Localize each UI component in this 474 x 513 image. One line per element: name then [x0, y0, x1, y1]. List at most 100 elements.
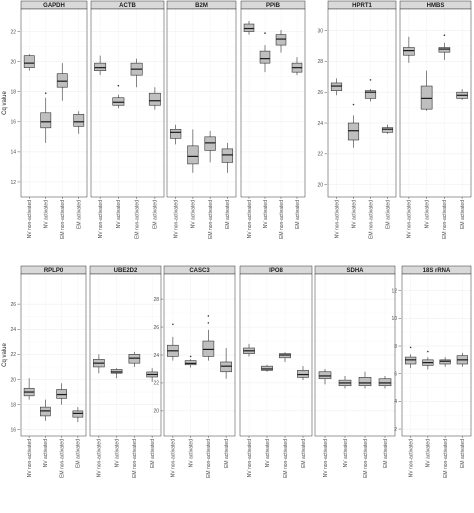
box-nv-non-activated — [318, 368, 332, 385]
box-iqr — [184, 360, 197, 366]
x-tick-label: NV non-activated — [173, 200, 179, 239]
outlier-point — [443, 34, 446, 36]
x-tick-label: NV non-activated — [247, 439, 253, 478]
box-nv-activated — [112, 84, 125, 109]
box-nv-non-activated — [243, 343, 255, 357]
panel-background — [241, 9, 305, 197]
box-nv-non-activated — [243, 21, 255, 35]
box-iqr — [187, 145, 199, 165]
x-tick-label: EM activated — [385, 200, 391, 229]
box-iqr — [261, 365, 273, 371]
panel-rplp0: RPLP0 NV non-activated NV activated EM non-… — [20, 265, 87, 478]
y-tick-label: 8 — [394, 344, 397, 350]
x-tick-label: EM activated — [150, 439, 156, 468]
x-tick-label: NV activated — [116, 200, 122, 229]
y-tick-label: 26 — [10, 302, 16, 308]
facet-title: ACTB — [119, 3, 136, 9]
x-tick-label: NV activated — [43, 439, 49, 468]
y-tick-label: 22 — [153, 381, 159, 387]
box-iqr — [56, 389, 67, 399]
box-iqr — [128, 354, 141, 364]
x-tick-label: EM activated — [301, 439, 307, 468]
box-iqr — [94, 62, 107, 71]
box-iqr — [403, 47, 415, 56]
y-tick-label: 24 — [317, 121, 323, 127]
box-nv-non-activated — [94, 55, 107, 76]
box-iqr — [318, 371, 332, 380]
box-em-activated — [378, 375, 392, 389]
y-tick-label: 28 — [317, 59, 323, 65]
box-em-activated — [146, 368, 158, 382]
box-iqr — [420, 85, 433, 110]
box-em-non-activated — [128, 351, 141, 367]
panel-border — [20, 273, 87, 437]
box-em-activated — [456, 352, 469, 367]
box-em-activated — [291, 57, 303, 76]
panel-ipo8: IPO8 NV non-activated NV activated EM non-a… — [239, 265, 313, 478]
facet-title: 18S rRNA — [423, 268, 451, 274]
box-nv-non-activated — [23, 54, 35, 71]
x-tick-label: EM activated — [153, 200, 159, 229]
x-tick-label: NV non-activated — [27, 200, 33, 239]
x-tick-label: NV activated — [188, 439, 194, 468]
x-tick-label: NV activated — [191, 200, 197, 229]
panel-casc3: CASC3 NV non-activated NV activated EM non-… — [163, 265, 236, 478]
y-tick-label: 2 — [394, 427, 397, 433]
facet-title: HPRT1 — [352, 3, 372, 9]
x-tick-label: NV non-activated — [171, 439, 177, 478]
box-em-activated — [456, 89, 468, 100]
panel-background — [90, 274, 161, 436]
x-tick-label: EM non-activated — [59, 439, 65, 478]
facet-title: UBE2D2 — [114, 268, 138, 274]
y-tick-label: 12 — [391, 288, 397, 294]
panel-sdha: SDHA NV non-activated NV activated EM non-a… — [314, 265, 396, 478]
x-tick-label: EM activated — [460, 200, 466, 229]
outlier-point — [409, 346, 412, 349]
y-tick-label: 16 — [10, 120, 16, 126]
y-tick-label: 20 — [317, 182, 323, 188]
x-tick-label: NV activated — [265, 439, 271, 468]
outlier-point — [369, 79, 372, 81]
panel-border — [20, 8, 88, 198]
x-tick-label: EM activated — [77, 200, 83, 229]
x-tick-label: NV non-activated — [323, 439, 329, 478]
y-axis-title: Cq value — [2, 343, 8, 367]
outlier-point — [117, 84, 120, 87]
box-iqr — [347, 122, 360, 141]
y-tick-label: 18 — [10, 402, 16, 408]
y-tick-label: 16 — [10, 428, 16, 434]
box-nv-non-activated — [167, 323, 179, 361]
chart-group-2: 20 22 24 26 28 30 HPRT1 NV non-activated NV acti… — [317, 0, 472, 239]
panel-ppib: PPIB NV non-activated NV activated EM non-a… — [240, 0, 306, 239]
panel-background — [21, 9, 87, 197]
box-em-activated — [220, 348, 232, 379]
panel-background — [328, 9, 396, 197]
outlier-point — [352, 103, 355, 106]
box-em-activated — [72, 407, 84, 423]
facet-title: CASC3 — [189, 268, 210, 274]
box-em-non-activated — [275, 30, 287, 53]
y-tick-label: 10 — [391, 316, 397, 322]
chart-group-5: 2 4 6 8 10 12 18S rRNA NV non-activated NV activ… — [391, 265, 472, 478]
facet-title: SDHA — [346, 268, 364, 274]
x-tick-label: NV activated — [343, 439, 349, 468]
x-tick-label: NV activated — [426, 439, 432, 468]
box-iqr — [439, 359, 451, 365]
panel-border — [163, 273, 236, 437]
x-tick-label: NV activated — [263, 200, 269, 229]
box-nv-non-activated — [404, 346, 417, 369]
box-iqr — [40, 406, 51, 417]
outlier-point — [44, 92, 47, 95]
box-nv-activated — [40, 399, 51, 421]
panel-background — [21, 274, 86, 436]
x-tick-label: NV non-activated — [408, 439, 414, 478]
box-nv-activated — [40, 92, 52, 143]
panel-border — [399, 8, 472, 198]
panel-actb: ACTB NV non-activated NV activated EM non-a… — [90, 0, 165, 239]
panel-18s-rrna: 18S rRNA NV non-activated NV activated EM n… — [401, 265, 472, 478]
box-iqr — [169, 129, 182, 139]
box-iqr — [202, 340, 215, 357]
box-iqr — [243, 23, 255, 32]
box-em-non-activated — [56, 63, 68, 101]
x-tick-label: EM non-activated — [368, 200, 374, 239]
